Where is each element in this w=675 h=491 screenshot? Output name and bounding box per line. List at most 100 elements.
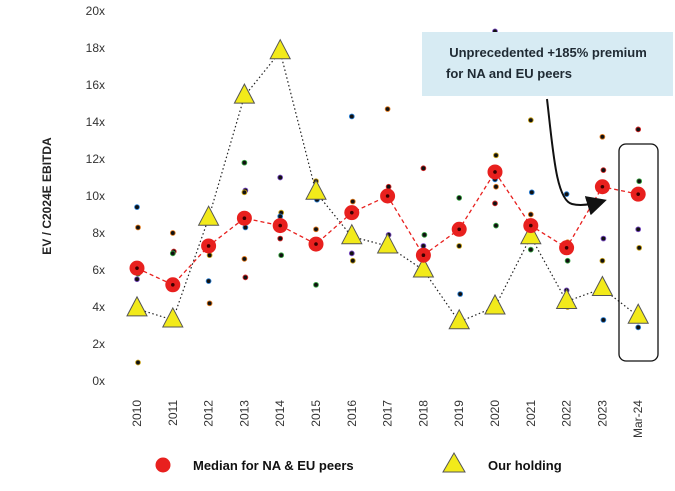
legend-median-label: Median for NA & EU peers (193, 458, 354, 473)
legend: Median for NA & EU peers Our holding (155, 452, 562, 473)
annotation-line-2: for NA and EU peers (446, 66, 572, 81)
peer-dot (493, 152, 499, 159)
our-holding-point (519, 223, 542, 245)
y-tick-label: 4x (92, 300, 105, 314)
peer-dot (241, 159, 248, 166)
peer-dot (277, 235, 284, 242)
peer-dot (349, 198, 356, 205)
x-tick-label: 2017 (381, 400, 395, 427)
our-holding-point (305, 179, 327, 200)
median-point-core (278, 223, 283, 228)
y-tick-label: 8x (92, 226, 105, 240)
x-tick-label: 2022 (560, 400, 574, 427)
peer-dot (493, 183, 499, 190)
y-tick-label: 14x (86, 115, 105, 129)
peer-dot (599, 257, 606, 264)
y-tick-label: 16x (86, 78, 105, 92)
our-holding-point (555, 288, 578, 309)
y-tick-label: 18x (86, 41, 105, 55)
peer-dot (349, 257, 356, 264)
peer-dot (313, 281, 319, 288)
peer-dot (277, 213, 284, 220)
peer-dot (600, 235, 607, 242)
x-tick-label: 2016 (345, 400, 359, 427)
our-holding-point (591, 275, 614, 296)
peer-dot (456, 243, 463, 249)
annotation-arrow (546, 98, 607, 216)
x-tick-label: 2014 (273, 400, 287, 427)
peer-dot (277, 174, 284, 181)
median-point-core (385, 194, 390, 198)
x-tick-label: Mar-24 (631, 400, 645, 438)
peer-dot (563, 191, 570, 198)
peer-dot (527, 117, 534, 124)
peer-dot (135, 224, 141, 231)
y-axis-ticks: 0x 2x 4x 6x 8x 10x 12x 14x 16x 18x 20x (86, 4, 105, 388)
peer-dot (278, 252, 285, 259)
peer-dot (527, 246, 534, 253)
peer-dot (313, 226, 319, 233)
peer-dot (206, 300, 213, 307)
x-tick-label: 2012 (202, 400, 216, 427)
x-tick-label: 2011 (166, 400, 180, 426)
peer-dot (421, 232, 428, 238)
peer-dot (169, 230, 176, 236)
annotation-box (422, 32, 673, 96)
median-point-core (493, 170, 497, 174)
x-axis-ticks: 2010 2011 2012 2013 2014 2015 2016 2017 2018 2019… (130, 400, 645, 438)
peer-dot (242, 274, 249, 281)
x-tick-label: 2010 (130, 400, 144, 427)
peer-dot (600, 317, 607, 323)
y-tick-label: 6x (92, 263, 105, 277)
y-tick-label: 0x (92, 374, 105, 388)
peer-dot (635, 126, 642, 133)
peer-dot (492, 200, 498, 207)
peer-dot (135, 359, 141, 366)
x-tick-label: 2020 (488, 400, 502, 427)
peer-dot (457, 291, 464, 297)
x-tick-label: 2015 (309, 400, 323, 427)
legend-holding-label: Our holding (488, 458, 562, 473)
our-holding-point (340, 223, 363, 245)
peer-dot (134, 204, 140, 210)
median-point-core (206, 244, 211, 248)
peer-dot (348, 113, 355, 120)
median-point-core (421, 253, 426, 257)
peer-dot (527, 211, 534, 218)
legend-holding-marker (442, 452, 466, 473)
peer-dot (241, 189, 248, 196)
x-tick-label: 2019 (452, 400, 466, 427)
x-tick-label: 2021 (524, 400, 538, 427)
peer-dot (348, 250, 355, 257)
peer-dot (420, 243, 427, 249)
peer-dot (600, 167, 607, 173)
our-holding-point (627, 303, 650, 324)
median-point-core (242, 216, 247, 220)
peer-dot (635, 324, 642, 331)
median-point-core (135, 266, 139, 270)
highlight-box (618, 143, 659, 362)
peer-dot (599, 133, 606, 140)
x-tick-label: 2018 (416, 400, 430, 427)
median-point-core (529, 223, 533, 228)
annotation-line-1: Unprecedented +185% premium (449, 45, 647, 60)
our-holding-point (197, 205, 220, 226)
peer-dot (636, 244, 643, 251)
our-holding-point (376, 232, 399, 254)
median-point-core (457, 227, 462, 232)
peer-dot (205, 278, 212, 284)
y-tick-label: 2x (92, 337, 105, 351)
peer-dot (456, 195, 463, 201)
y-tick-label: 20x (86, 4, 105, 18)
median-point-core (600, 184, 605, 189)
peer-dot (385, 183, 392, 190)
peer-dot (242, 224, 249, 231)
peer-dot (635, 226, 642, 233)
peer-dot (206, 252, 213, 259)
peer-dot (493, 222, 499, 229)
median-point-core (564, 246, 569, 250)
our-holding-point (269, 38, 292, 60)
median-point-core (350, 210, 354, 215)
our-holding-point (484, 293, 506, 315)
